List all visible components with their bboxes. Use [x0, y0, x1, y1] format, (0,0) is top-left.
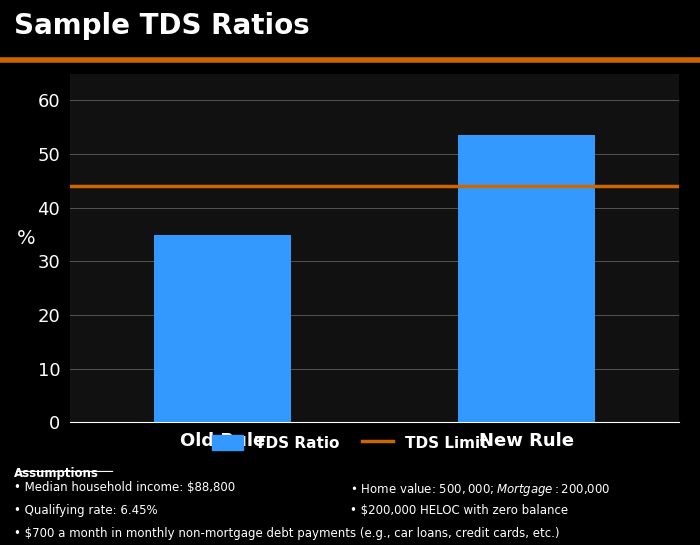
Text: • Home value: $500,000; Mortgage: $200,000: • Home value: $500,000; Mortgage: $200,0… — [350, 481, 610, 498]
Text: • Qualifying rate: 6.45%: • Qualifying rate: 6.45% — [14, 504, 158, 517]
Text: Sample TDS Ratios: Sample TDS Ratios — [14, 13, 309, 40]
Text: • $700 a month in monthly non-mortgage debt payments (e.g., car loans, credit ca: • $700 a month in monthly non-mortgage d… — [14, 527, 559, 540]
Text: • Median household income: $88,800: • Median household income: $88,800 — [14, 481, 235, 494]
Bar — [458, 135, 595, 422]
Text: • $200,000 HELOC with zero balance: • $200,000 HELOC with zero balance — [350, 504, 568, 517]
Bar — [154, 234, 290, 422]
Legend: TDS Ratio, TDS Limit: TDS Ratio, TDS Limit — [204, 427, 496, 458]
Y-axis label: %: % — [17, 229, 36, 248]
Text: Assumptions: Assumptions — [14, 467, 99, 480]
